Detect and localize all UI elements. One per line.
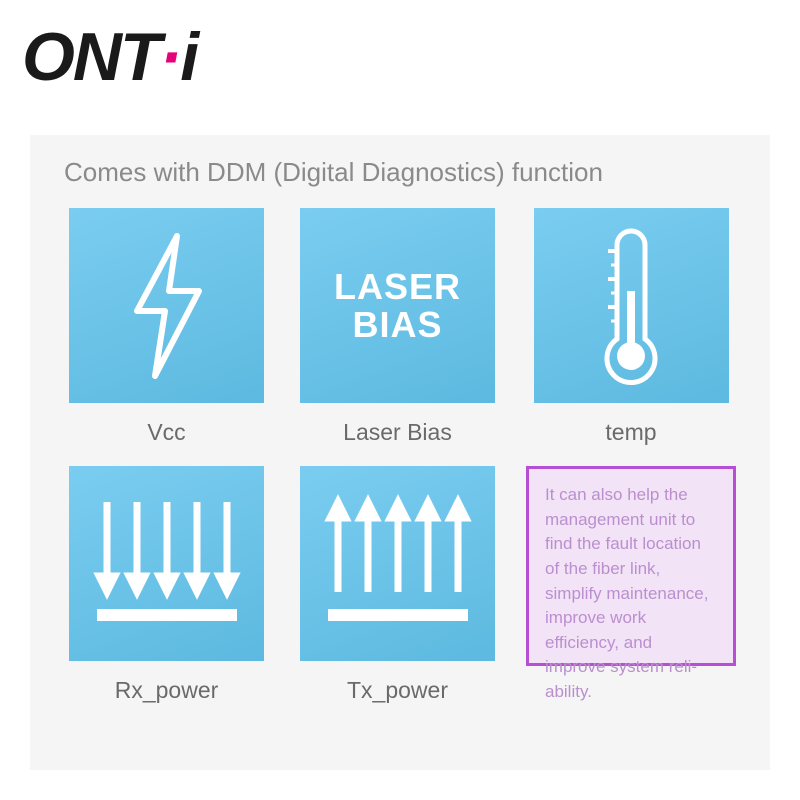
info-description: It can also help the man­agement unit to… — [526, 466, 736, 666]
feature-grid: Vcc LASER BIAS Laser Bias — [64, 208, 736, 704]
rx-caption: Rx_power — [115, 677, 219, 704]
laser-bias-icon: LASER BIAS — [334, 268, 461, 344]
content-panel: Comes with DDM (Digital Diagnostics) fun… — [30, 135, 770, 770]
brand-dot-icon: · — [160, 19, 181, 95]
feature-tx-power: Tx_power — [295, 466, 500, 704]
feature-laser-bias: LASER BIAS Laser Bias — [295, 208, 500, 446]
tx-tile — [300, 466, 495, 661]
feature-vcc: Vcc — [64, 208, 269, 446]
brand-name-part2: i — [180, 19, 197, 95]
rx-tile — [69, 466, 264, 661]
lightning-icon — [107, 231, 227, 381]
thermometer-icon — [596, 221, 666, 391]
feature-temp: temp — [526, 208, 736, 446]
temp-tile — [534, 208, 729, 403]
feature-rx-power: Rx_power — [64, 466, 269, 704]
laser-tile: LASER BIAS — [300, 208, 495, 403]
feature-info: It can also help the man­agement unit to… — [526, 466, 736, 704]
laser-caption: Laser Bias — [343, 419, 452, 446]
vcc-caption: Vcc — [147, 419, 185, 446]
tx-caption: Tx_power — [347, 677, 448, 704]
laser-line1: LASER — [334, 268, 461, 306]
laser-line2: BIAS — [334, 306, 461, 344]
brand-name-part1: ONT — [22, 19, 160, 95]
arrows-down-icon — [82, 484, 252, 644]
vcc-tile — [69, 208, 264, 403]
brand-logo: ONT·i — [22, 18, 197, 96]
arrows-up-icon — [313, 484, 483, 644]
section-heading: Comes with DDM (Digital Diagnostics) fun… — [64, 157, 736, 188]
temp-caption: temp — [605, 419, 656, 446]
